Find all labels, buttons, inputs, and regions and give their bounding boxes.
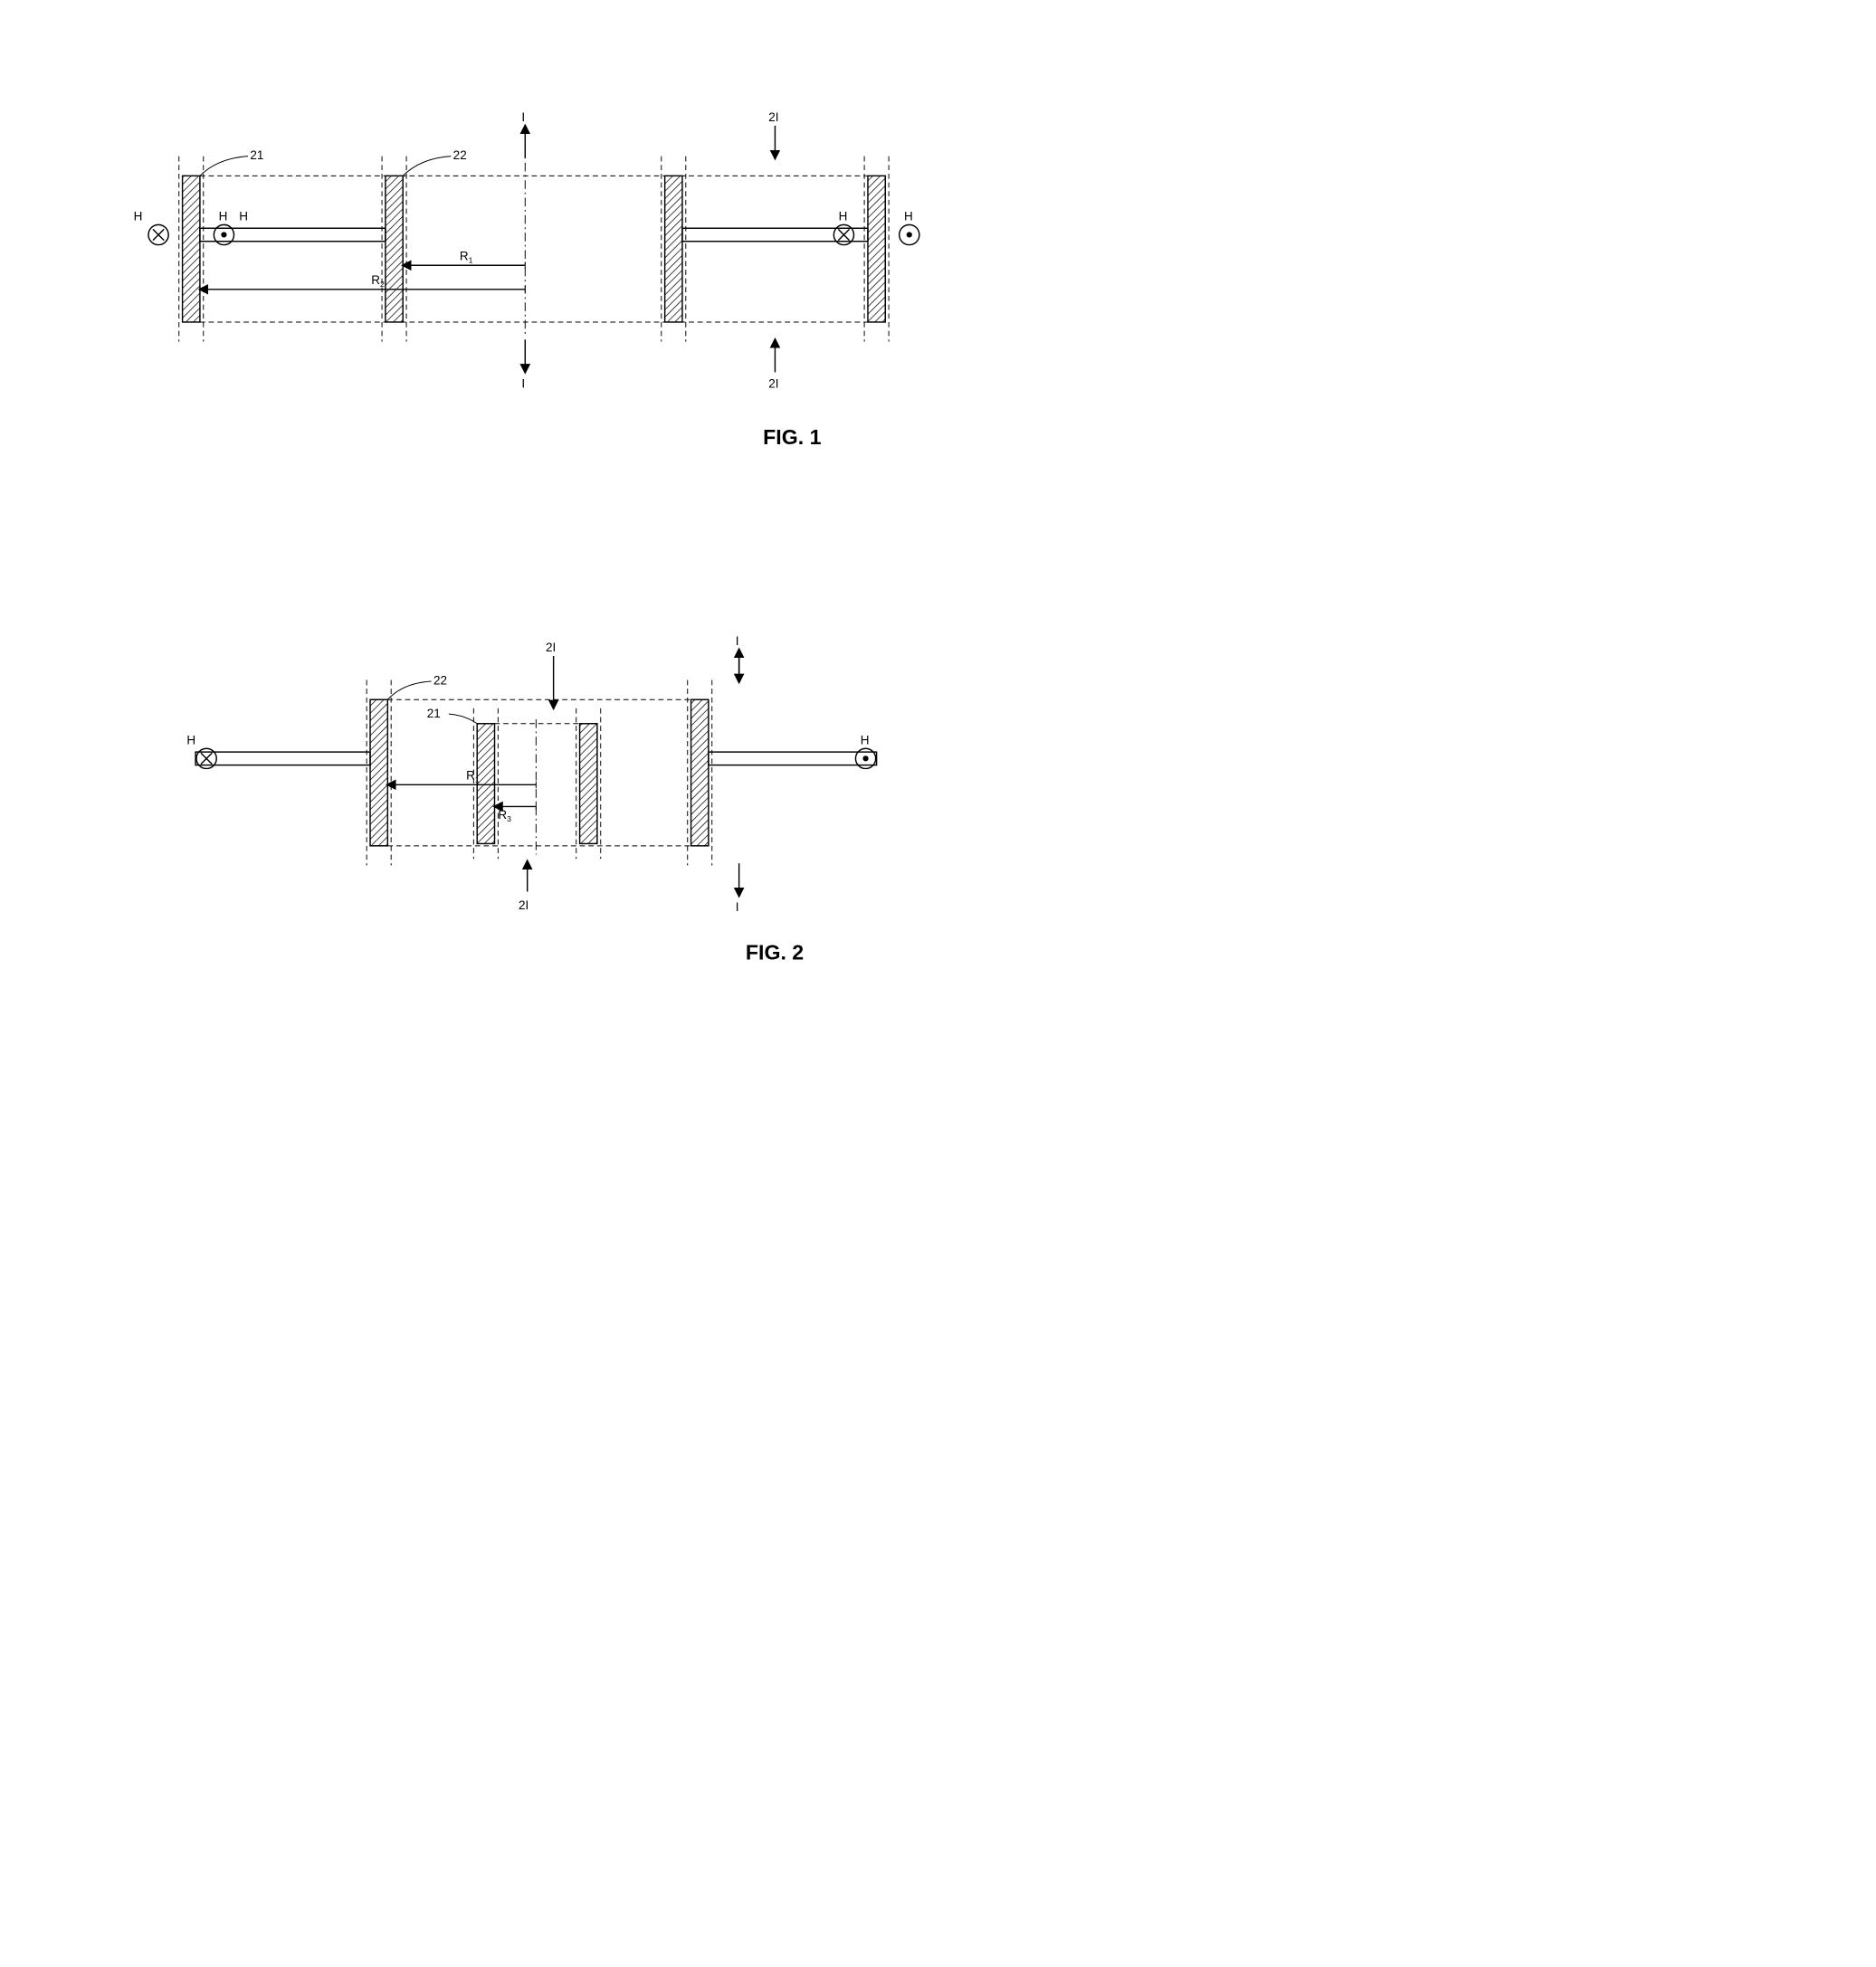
svg-text:I: I [521,376,525,390]
figure-2-caption: FIG. 2 [746,940,804,964]
svg-text:R2: R2 [371,273,385,289]
svg-text:R1: R1 [460,249,473,264]
svg-text:H: H [186,733,195,746]
svg-text:21: 21 [427,707,441,720]
svg-text:2I: 2I [768,376,778,390]
svg-text:R3: R3 [498,808,511,823]
svg-text:I: I [521,110,525,124]
svg-text:22: 22 [433,673,447,687]
svg-text:2I: 2I [546,641,556,654]
figure-1: 2122II2I2IR1R2HHHHHFIG. 1 [134,110,919,449]
svg-text:I: I [736,634,739,648]
svg-text:H: H [839,210,848,223]
svg-text:H: H [219,210,228,223]
svg-text:H: H [134,210,143,223]
svg-text:H: H [239,210,248,223]
drawing-canvas: 2122II2I2IR1R2HHHHHFIG. 12221II2I2IR1R3H… [36,36,941,985]
figure-1-caption: FIG. 1 [763,425,821,449]
svg-text:21: 21 [250,148,263,162]
svg-text:H: H [904,210,913,223]
figure-2: 2221II2I2IR1R3HHFIG. 2 [186,634,876,964]
svg-text:H: H [861,733,870,746]
svg-text:22: 22 [453,148,467,162]
svg-text:2I: 2I [768,110,778,124]
svg-text:2I: 2I [519,898,529,912]
svg-text:I: I [736,900,739,914]
